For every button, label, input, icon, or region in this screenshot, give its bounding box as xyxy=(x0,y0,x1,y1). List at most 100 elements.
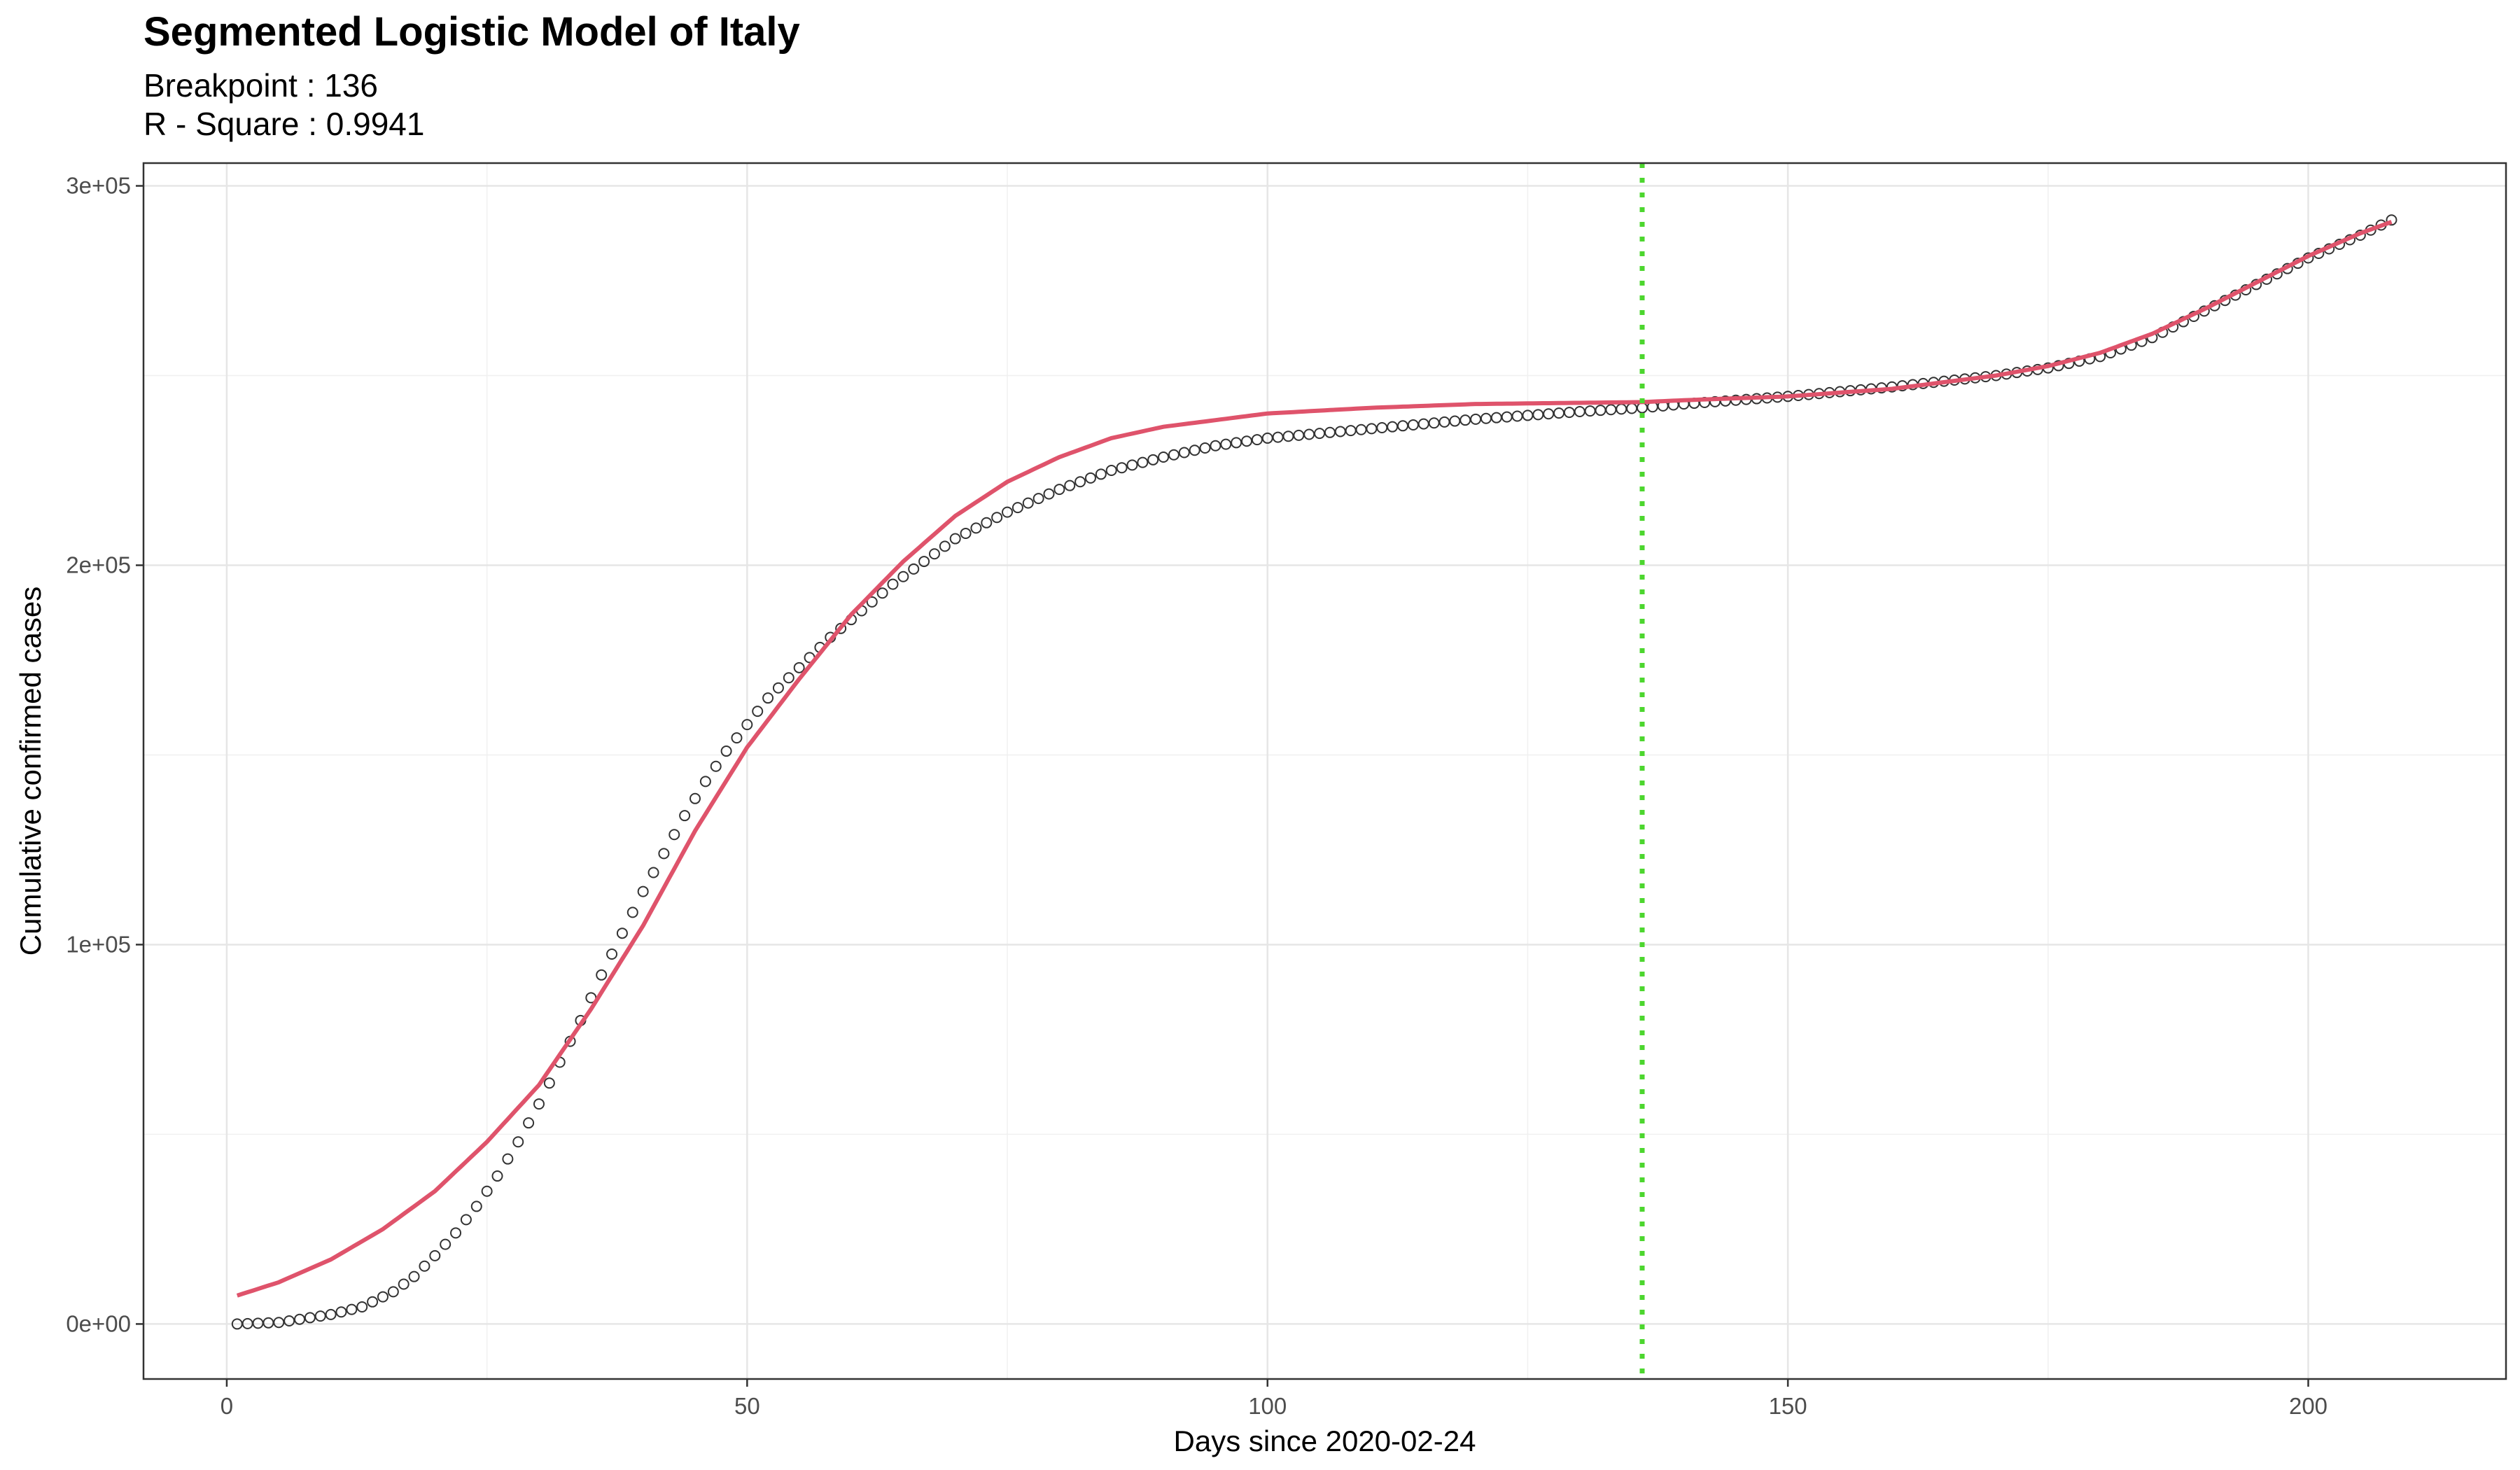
data-point xyxy=(710,760,722,772)
data-point xyxy=(1397,420,1409,432)
data-point xyxy=(928,548,940,560)
data-point xyxy=(273,1317,285,1329)
y-tick-label: 3e+05 xyxy=(66,173,131,199)
fitted-curve xyxy=(236,220,2393,1298)
data-point xyxy=(1002,506,1014,518)
breakpoint-subtitle: Breakpoint : 136 xyxy=(144,67,379,104)
data-point xyxy=(284,1315,295,1326)
data-point xyxy=(1376,422,1388,434)
y-tick-label: 2e+05 xyxy=(66,552,131,578)
data-point xyxy=(1105,464,1117,476)
data-point xyxy=(731,732,743,744)
data-point xyxy=(408,1270,420,1282)
data-point xyxy=(772,682,784,694)
data-point xyxy=(1251,434,1263,446)
data-point xyxy=(314,1310,326,1322)
data-point xyxy=(991,512,1003,524)
x-tick-label: 100 xyxy=(1248,1393,1287,1419)
data-point xyxy=(470,1200,482,1212)
data-point xyxy=(1293,429,1305,441)
data-point xyxy=(356,1301,368,1313)
data-point xyxy=(876,587,888,599)
data-point xyxy=(1032,493,1044,505)
data-point xyxy=(387,1286,399,1298)
data-point xyxy=(679,810,691,822)
data-point xyxy=(1490,412,1502,424)
data-point xyxy=(533,1098,545,1110)
data-point xyxy=(1178,447,1190,458)
data-point xyxy=(1240,435,1252,447)
data-point xyxy=(1574,405,1586,417)
data-point xyxy=(960,527,972,539)
data-point xyxy=(429,1250,441,1261)
data-point xyxy=(1501,411,1513,423)
data-point xyxy=(970,522,982,534)
data-point xyxy=(1064,479,1076,491)
data-point xyxy=(1189,444,1200,456)
panel-border xyxy=(142,162,2507,1380)
data-point xyxy=(377,1291,388,1303)
data-point xyxy=(626,906,638,918)
data-point xyxy=(720,746,732,757)
data-point xyxy=(440,1238,451,1250)
data-point xyxy=(523,1117,535,1129)
data-point xyxy=(648,867,659,878)
data-point xyxy=(1158,451,1170,463)
data-point xyxy=(2386,214,2398,226)
data-point xyxy=(325,1308,337,1320)
data-point xyxy=(1116,462,1128,474)
y-axis: 0e+00 1e+05 2e+05 3e+05 xyxy=(66,173,144,1336)
data-point xyxy=(481,1185,493,1197)
data-point xyxy=(1366,423,1378,435)
major-gridlines xyxy=(144,163,2506,1379)
data-point xyxy=(1532,409,1544,421)
data-point xyxy=(1137,456,1149,468)
data-point xyxy=(262,1317,274,1329)
x-axis-title: Days since 2020-02-24 xyxy=(1174,1424,1476,1457)
data-point xyxy=(866,596,878,608)
data-point xyxy=(699,776,711,788)
data-point xyxy=(1126,459,1138,471)
data-point xyxy=(1418,418,1429,430)
data-point xyxy=(543,1077,555,1089)
data-point xyxy=(1345,425,1357,437)
data-point xyxy=(1074,476,1086,488)
data-point xyxy=(419,1260,430,1272)
data-point xyxy=(304,1312,316,1324)
data-point xyxy=(335,1306,347,1318)
data-point xyxy=(981,517,993,528)
data-point xyxy=(1324,426,1336,438)
observed-points xyxy=(231,214,2398,1330)
data-point xyxy=(668,829,680,841)
data-point xyxy=(1480,412,1492,424)
data-point xyxy=(1584,405,1596,417)
data-point xyxy=(793,662,805,673)
y-tick-label: 1e+05 xyxy=(66,931,131,957)
data-point xyxy=(897,570,909,582)
data-point xyxy=(918,556,930,568)
data-point xyxy=(1043,488,1055,500)
data-point xyxy=(1084,472,1096,484)
x-axis: 0 50 100 150 200 xyxy=(220,1379,2328,1419)
y-tick-label: 0e+00 xyxy=(66,1310,131,1336)
data-point xyxy=(1543,408,1555,420)
r-square-subtitle: R - Square : 0.9941 xyxy=(144,106,425,142)
x-tick-label: 0 xyxy=(220,1393,233,1419)
data-point xyxy=(1438,416,1450,428)
x-tick-label: 150 xyxy=(1769,1393,1807,1419)
data-point xyxy=(1210,440,1222,451)
data-point xyxy=(367,1296,379,1308)
data-point xyxy=(1022,497,1034,509)
data-point xyxy=(1355,424,1367,435)
data-point xyxy=(512,1136,524,1148)
data-point xyxy=(491,1170,503,1182)
data-point xyxy=(741,719,753,731)
data-point xyxy=(1387,421,1399,433)
data-point xyxy=(616,927,628,939)
data-point xyxy=(1470,413,1482,425)
data-point xyxy=(346,1303,358,1315)
data-point xyxy=(783,672,794,684)
data-point xyxy=(1220,438,1232,450)
data-point xyxy=(1595,405,1606,416)
data-point xyxy=(606,948,618,960)
